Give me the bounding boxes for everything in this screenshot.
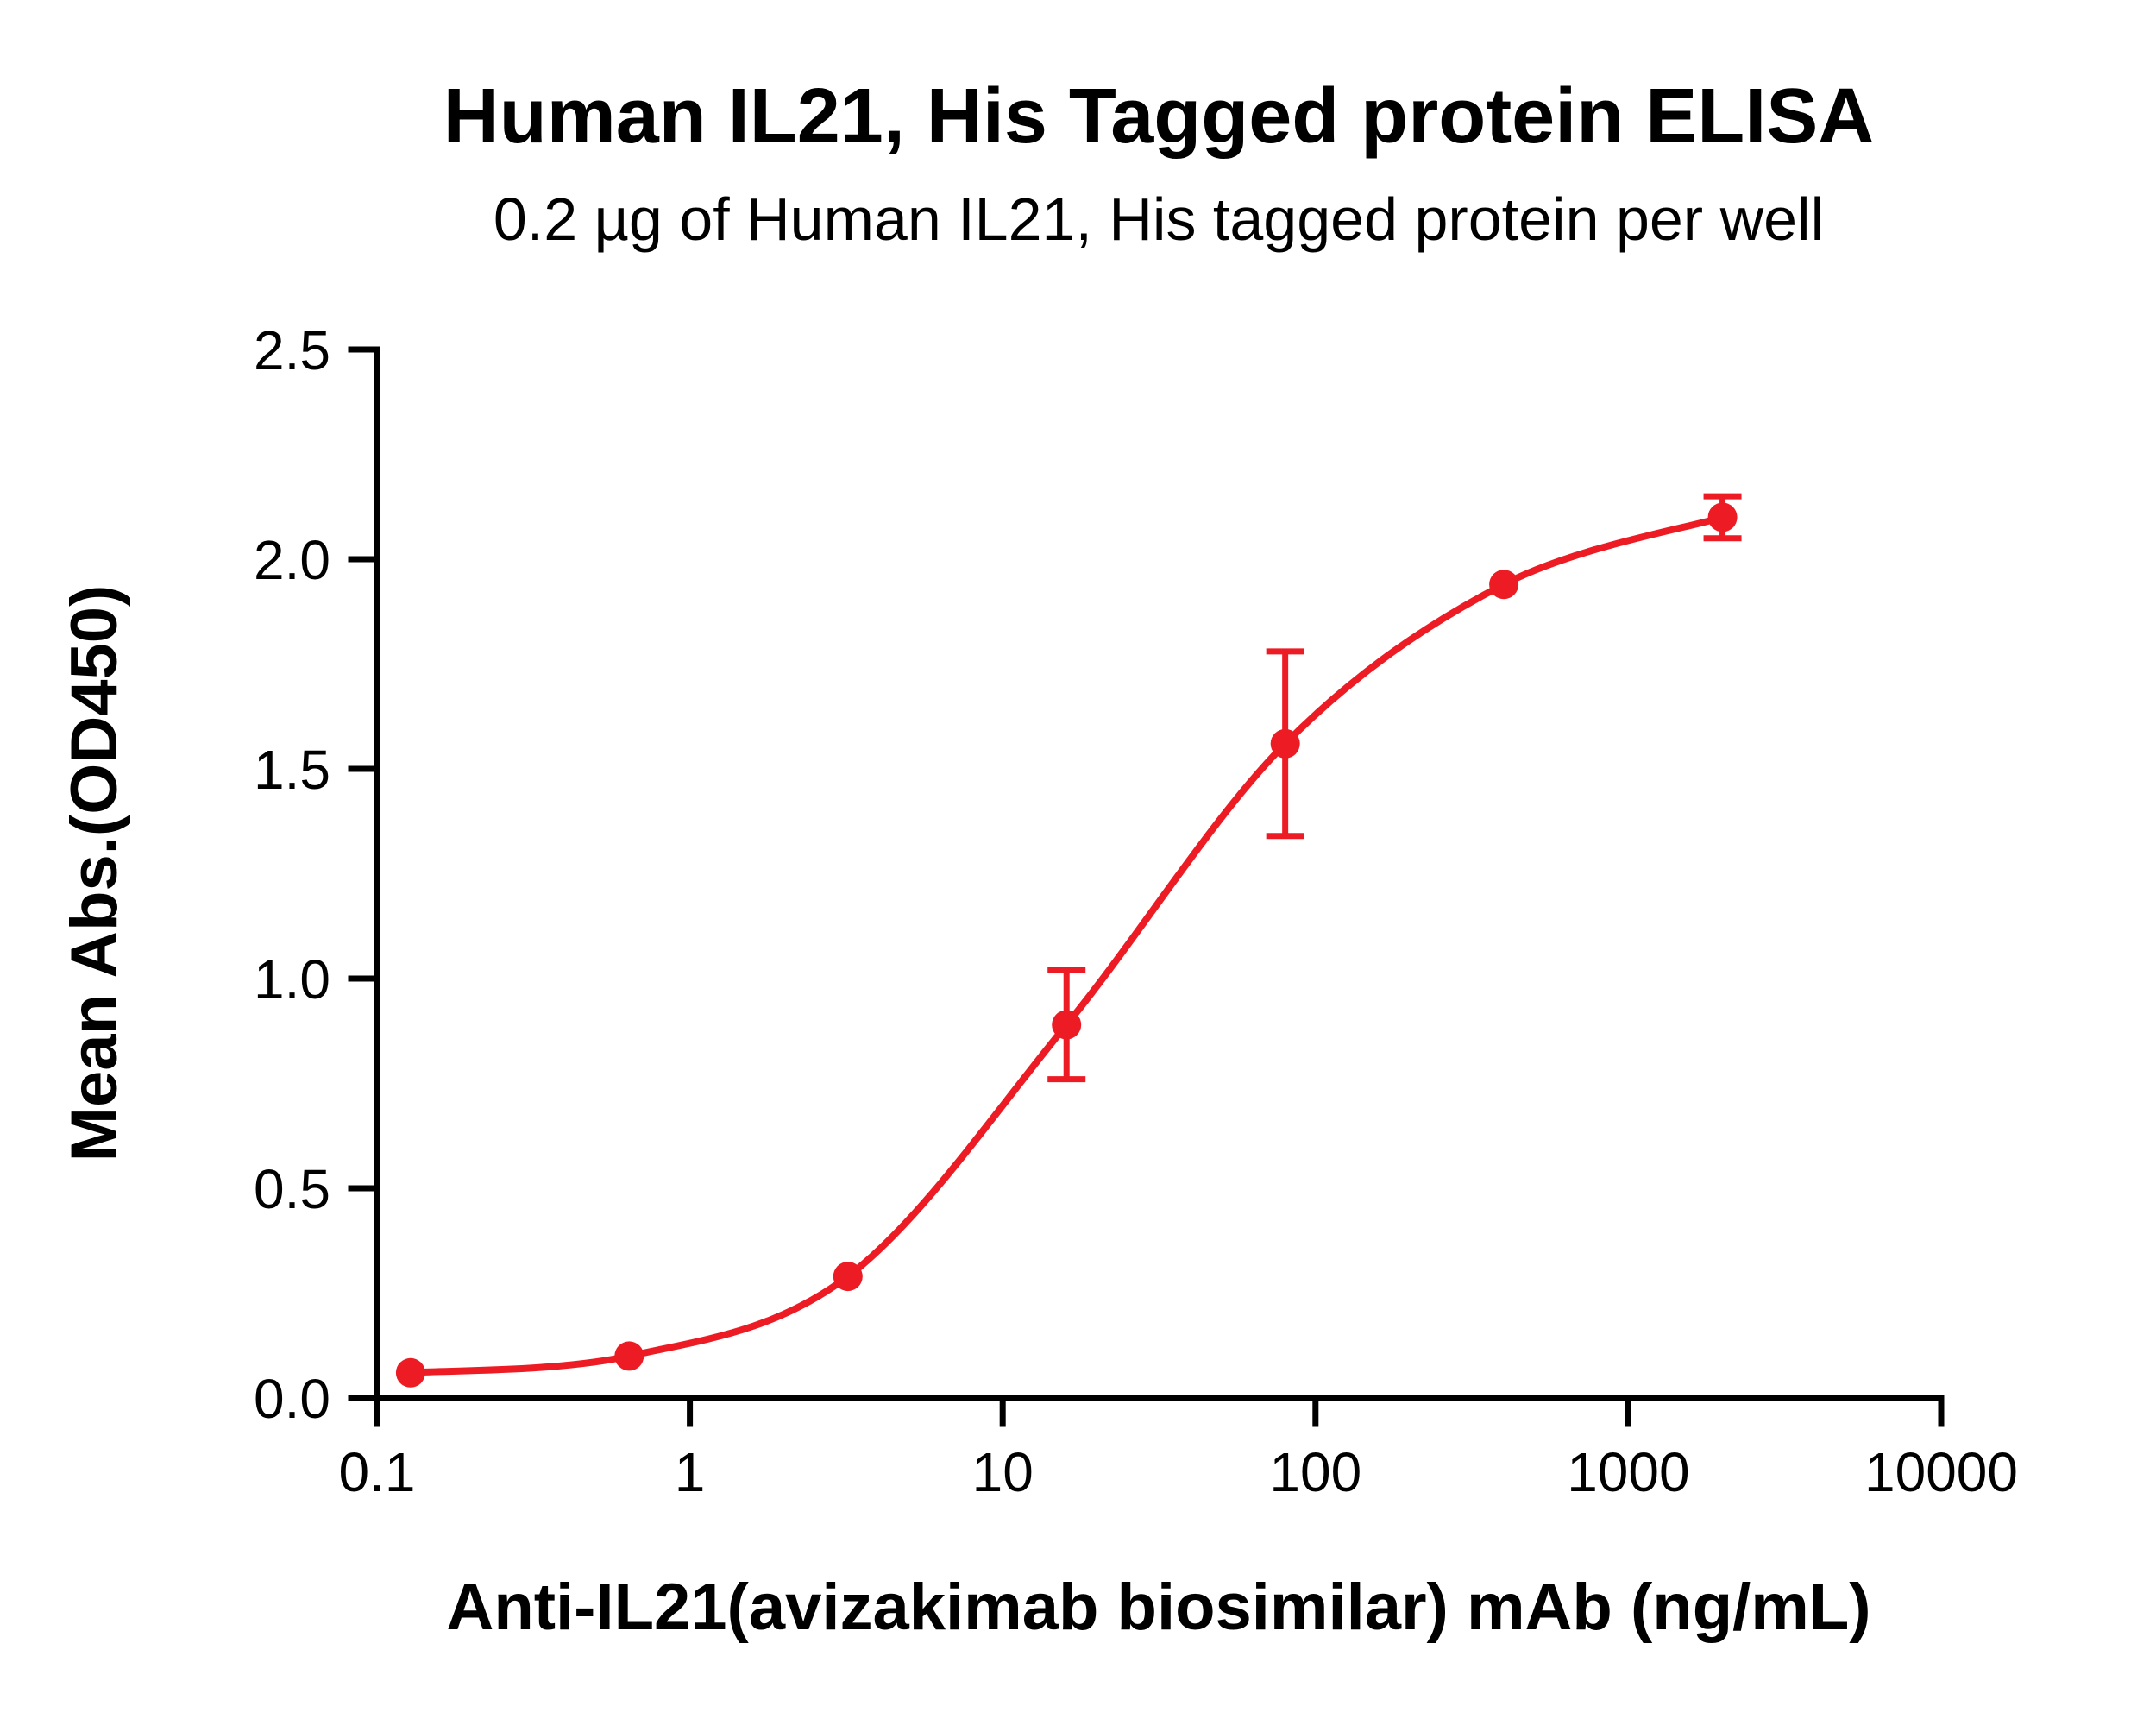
- data-point: [1707, 502, 1738, 532]
- x-tick-label: 100: [1269, 1441, 1361, 1503]
- x-tick-label: 0.1: [339, 1441, 416, 1503]
- data-series: [395, 493, 1742, 1388]
- x-tick-label: 10000: [1864, 1441, 2018, 1503]
- data-point: [614, 1341, 644, 1371]
- chart-subtitle: 0.2 µg of Human IL21, His tagged protein…: [493, 186, 1824, 253]
- y-tick-label: 0.0: [254, 1368, 330, 1430]
- x-tick-label: 10: [972, 1441, 1034, 1503]
- x-axis-title: Anti-IL21(avizakimab biosimilar) mAb (ng…: [446, 1571, 1870, 1644]
- y-tick-label: 2.5: [254, 319, 330, 381]
- data-point: [1270, 728, 1300, 759]
- y-axis-title: Mean Abs.(OD450): [58, 585, 131, 1162]
- data-point: [833, 1262, 863, 1292]
- fit-curve: [406, 513, 1726, 1376]
- chart-title: Human IL21, His Tagged protein ELISA: [443, 73, 1875, 160]
- x-tick-label: 1000: [1567, 1441, 1689, 1503]
- y-tick-label: 1.5: [254, 739, 330, 801]
- axes: 0.1 1 10 100 1000 10000 0.0 0.5 1.0 1.5 2.0 2.5: [254, 319, 2018, 1503]
- data-point: [1489, 570, 1519, 600]
- data-point: [395, 1357, 425, 1388]
- y-tick-label: 0.5: [254, 1158, 330, 1220]
- y-tick-label: 2.0: [254, 529, 330, 591]
- y-tick-label: 1.0: [254, 948, 330, 1011]
- x-tick-label: 1: [675, 1441, 706, 1503]
- data-point: [1052, 1010, 1082, 1040]
